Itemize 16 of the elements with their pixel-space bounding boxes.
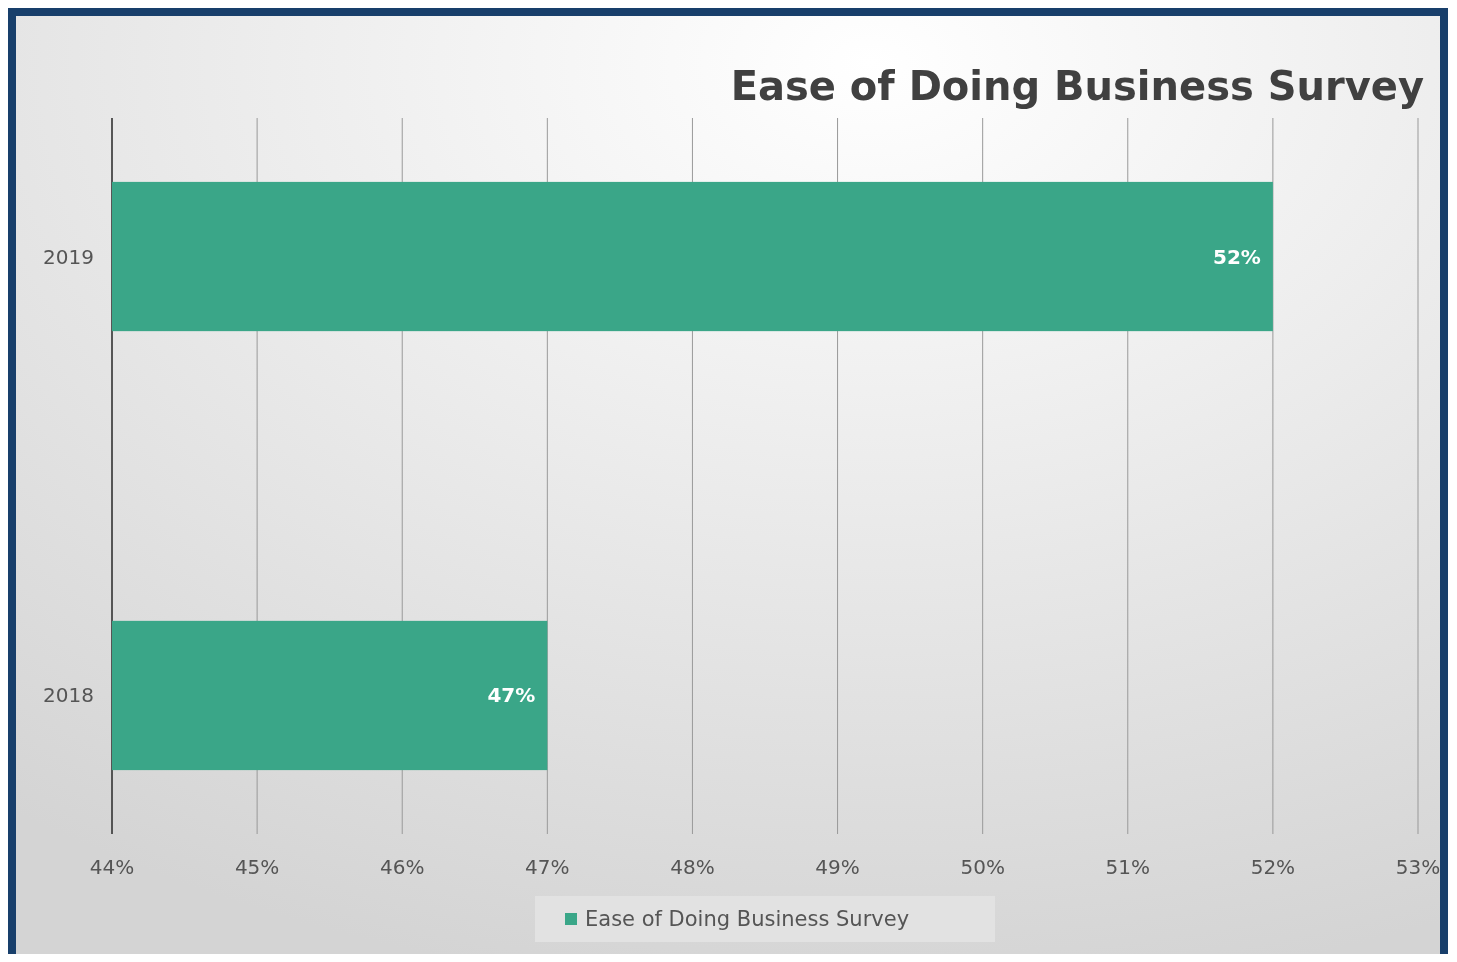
x-tick-label: 47% bbox=[525, 855, 570, 879]
x-tick-label: 53% bbox=[1395, 855, 1441, 879]
data-label: 47% bbox=[487, 683, 536, 708]
x-tick-label: 45% bbox=[234, 855, 280, 879]
chart-title: Ease of Doing Business Survey bbox=[730, 63, 1424, 109]
y-tick-label: 2018 bbox=[43, 683, 94, 708]
x-tick-label: 50% bbox=[960, 855, 1005, 879]
x-tick-label: 46% bbox=[380, 855, 425, 879]
data-label: 52% bbox=[1213, 244, 1261, 269]
x-tick-label: 52% bbox=[1250, 855, 1296, 879]
y-tick-label: 2019 bbox=[43, 244, 94, 269]
legend-label: Ease of Doing Business Survey bbox=[585, 907, 910, 932]
x-tick-label: 48% bbox=[670, 855, 715, 879]
x-tick-label: 44% bbox=[89, 855, 135, 879]
x-tick-label: 51% bbox=[1105, 855, 1150, 879]
x-tick-label: 49% bbox=[815, 855, 860, 879]
